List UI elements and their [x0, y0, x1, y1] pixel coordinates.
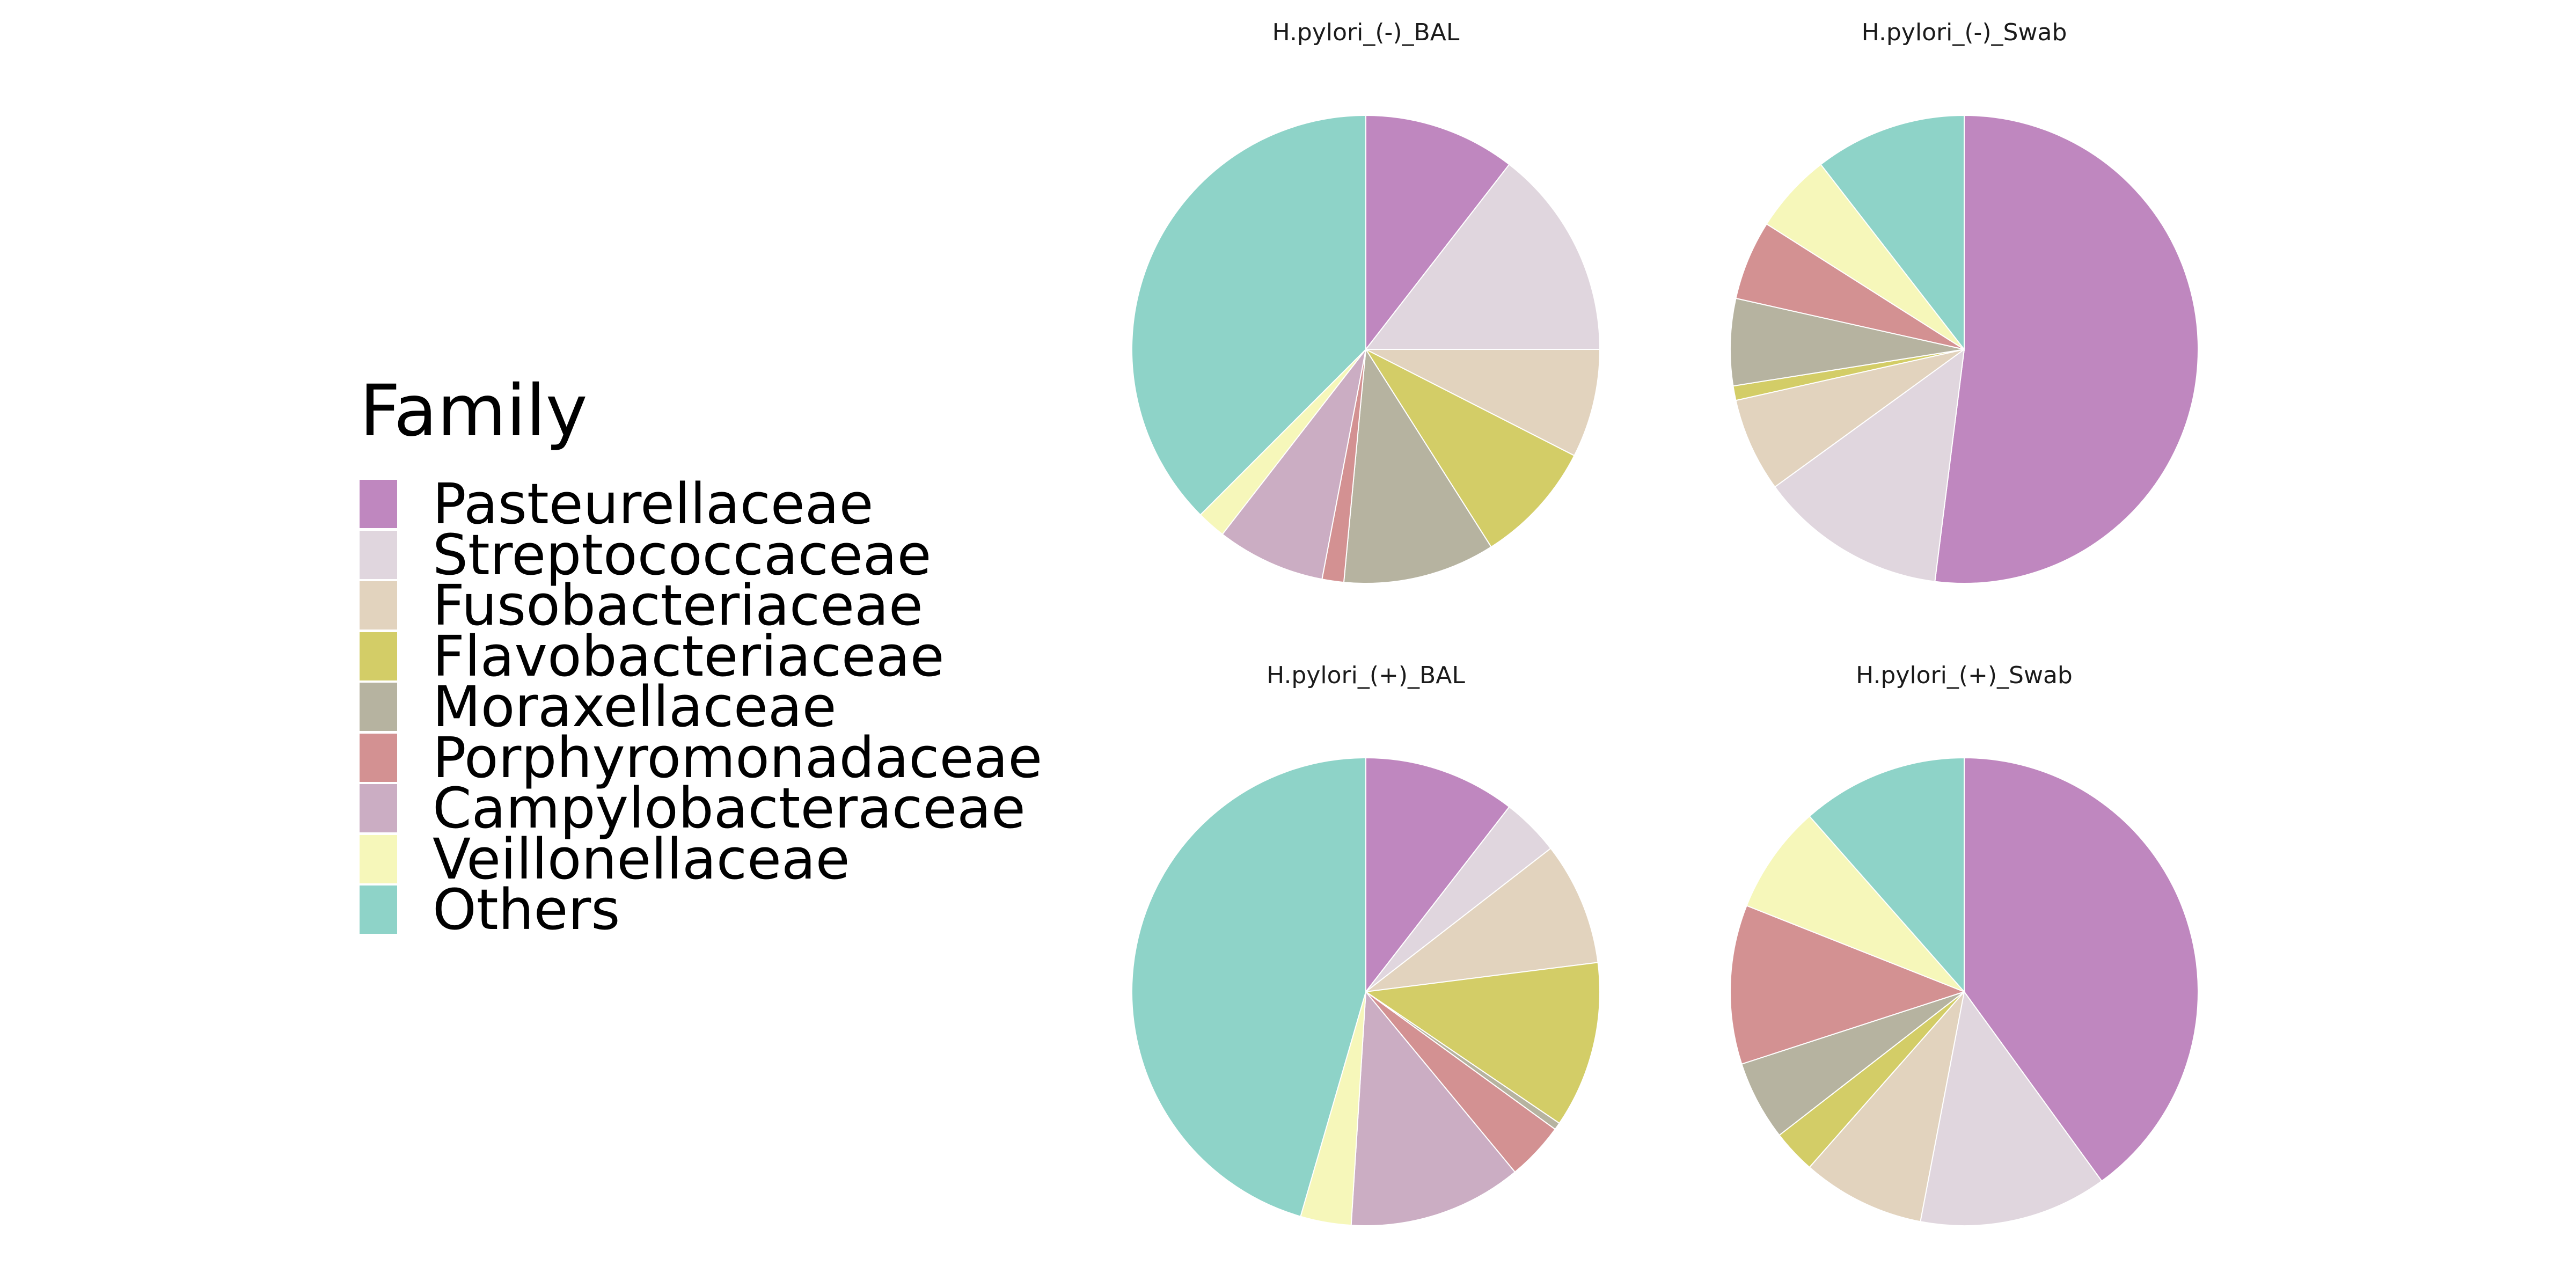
pie-slice — [1735, 349, 1965, 488]
pie-slice — [1746, 815, 1965, 992]
legend-swatch — [360, 784, 397, 833]
legend-swatch — [360, 581, 397, 630]
pie-chart: H.pylori_(+)_Swab — [1730, 662, 2199, 1226]
pie-slice — [1920, 990, 2103, 1226]
legend-item: Fusobacteriaceae — [360, 573, 1042, 639]
pie-slice — [1809, 757, 1965, 993]
pie-chart: H.pylori_(+)_BAL — [1131, 662, 1600, 1226]
pie-title: H.pylori_(+)_BAL — [1267, 662, 1465, 689]
pie-title: H.pylori_(-)_Swab — [1862, 19, 2067, 46]
pie-slice — [1131, 757, 1366, 1217]
legend-label: Porphyromonadaceae — [433, 724, 1043, 791]
legend-item: Veillonellaceae — [360, 826, 1042, 892]
legend-label: Flavobacteriaceae — [433, 623, 945, 689]
pie-slice — [1350, 990, 1516, 1226]
legend-item: Flavobacteriaceae — [360, 623, 1042, 689]
legend-item: Pasteurellaceae — [360, 471, 1042, 537]
legend-item: Moraxellaceae — [360, 674, 1042, 740]
legend-label: Moraxellaceae — [433, 674, 837, 740]
pie-slice — [1809, 990, 1965, 1223]
pie-slice — [1964, 757, 2199, 1182]
pie-slice — [1364, 962, 1600, 1124]
pie-slice — [1741, 991, 1965, 1136]
pie-slice — [1364, 348, 1575, 548]
pie-slice — [1221, 349, 1366, 580]
legend-label: Campylobacteraceae — [433, 775, 1026, 841]
legend-swatch — [360, 632, 397, 680]
legend-label: Streptococcaceae — [433, 522, 932, 588]
pie-slice — [1365, 114, 1510, 351]
legend-items: Pasteurellaceae Streptococcaceae Fusobacte… — [360, 471, 1043, 943]
pie-chart: H.pylori_(-)_BAL — [1131, 19, 1601, 584]
legend: Family Pasteurellaceae Streptococcaceae Fu… — [360, 370, 1043, 943]
legend-label: Veillonellaceae — [433, 826, 850, 892]
pie-slice — [1735, 223, 1965, 350]
pie-slice — [1131, 114, 1366, 516]
legend-item: Others — [360, 877, 1042, 943]
legend-swatch — [360, 480, 397, 529]
legend-label: Pasteurellaceae — [433, 471, 874, 537]
pie-slice — [1766, 164, 1965, 350]
pie-slice — [1365, 757, 1510, 993]
legend-label: Others — [433, 877, 620, 943]
pie-slice — [1364, 164, 1601, 350]
legend-swatch — [360, 835, 397, 883]
pie-title: H.pylori_(+)_Swab — [1856, 662, 2073, 689]
pie-slice — [1343, 347, 1492, 584]
pie-slice — [1820, 114, 1965, 351]
legend-label: Fusobacteriaceae — [433, 573, 923, 639]
legend-title: Family — [360, 370, 588, 452]
pie-title: H.pylori_(-)_BAL — [1272, 19, 1460, 46]
legend-item: Streptococcaceae — [360, 522, 1042, 588]
pie-slice — [1364, 847, 1599, 993]
legend-swatch — [360, 733, 397, 782]
pie-slice — [1774, 348, 1965, 582]
legend-swatch — [360, 885, 397, 934]
legend-item: Porphyromonadaceae — [360, 724, 1043, 791]
pie-slice — [1730, 905, 1966, 1065]
pie-chart: H.pylori_(-)_Swab — [1730, 19, 2199, 584]
legend-swatch — [360, 530, 397, 579]
legend-swatch — [360, 683, 397, 731]
legend-item: Campylobacteraceae — [360, 775, 1042, 841]
pie-slice — [1934, 114, 2199, 584]
pie-slice — [1365, 349, 1601, 457]
pie-slice — [1730, 297, 1965, 387]
